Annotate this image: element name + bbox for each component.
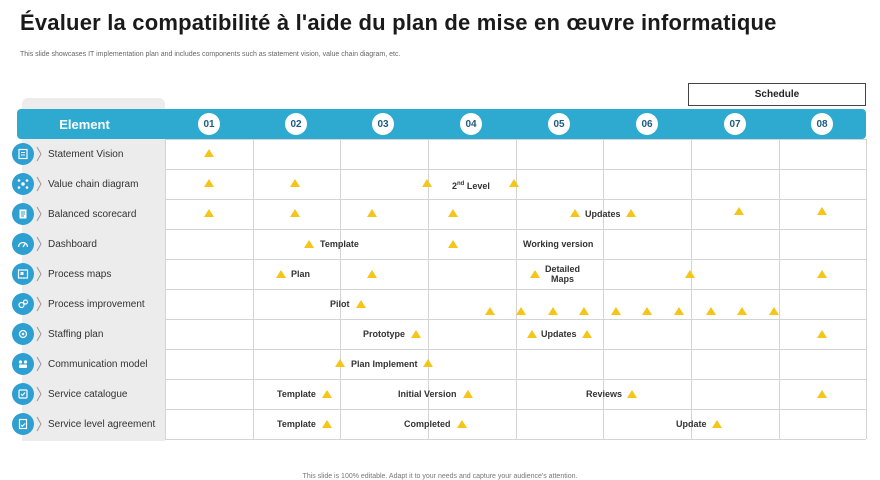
row-label: Process improvement — [48, 298, 145, 310]
milestone-marker — [423, 359, 433, 367]
milestone-marker — [817, 390, 827, 398]
milestone-marker — [737, 307, 747, 315]
milestone-marker — [304, 240, 314, 248]
value-chain-level-label: 2nd Level — [452, 181, 490, 191]
catalogue-initial-label: Initial Version — [398, 389, 457, 399]
milestone-marker — [674, 307, 684, 315]
milestone-marker — [204, 149, 214, 157]
dashboard-working-label: Working version — [523, 239, 594, 249]
milestone-marker — [367, 209, 377, 217]
staffing-icon — [12, 323, 34, 345]
milestone-marker — [322, 390, 332, 398]
catalogue-icon — [12, 383, 34, 405]
milestone-marker — [509, 179, 519, 187]
row-label: Statement Vision — [48, 148, 124, 160]
milestone-marker — [204, 179, 214, 187]
milestone-marker — [527, 330, 537, 338]
sla-completed-label: Completed — [404, 419, 451, 429]
communication-icon — [12, 353, 34, 375]
sla-template-label: Template — [277, 419, 316, 429]
staffing-prototype-label: Prototype — [363, 329, 406, 339]
milestone-marker — [734, 207, 744, 215]
row-label: Service level agreement — [48, 418, 156, 430]
process-maps-detailed-label: Detailed Maps — [545, 264, 581, 284]
row-label: Service catalogue — [48, 388, 128, 400]
milestone-marker — [485, 307, 495, 315]
milestone-marker — [817, 207, 827, 215]
improvement-icon — [12, 293, 34, 315]
milestone-marker — [582, 330, 592, 338]
page-subtitle: This slide showcases IT implementation p… — [20, 51, 401, 58]
element-header: Element — [59, 116, 110, 132]
milestone-marker — [463, 390, 473, 398]
vision-icon — [12, 143, 34, 165]
milestone-marker — [712, 420, 722, 428]
agreement-icon — [12, 413, 34, 435]
map-icon — [12, 263, 34, 285]
milestone-marker — [642, 307, 652, 315]
milestone-marker — [411, 330, 421, 338]
milestone-marker — [817, 270, 827, 278]
row-label: Staffing plan — [48, 328, 104, 340]
milestone-marker — [516, 307, 526, 315]
column-badge-05: 05 — [548, 113, 570, 135]
process-maps-plan-label: Plan — [291, 269, 311, 279]
row-label: Balanced scorecard — [48, 208, 137, 220]
milestone-marker — [367, 270, 377, 278]
milestone-marker — [356, 300, 366, 308]
staffing-updates-label: Updates — [541, 329, 577, 339]
milestone-marker — [548, 307, 558, 315]
milestone-marker — [685, 270, 695, 278]
milestone-marker — [579, 307, 589, 315]
column-badge-01: 01 — [198, 113, 220, 135]
column-badge-04: 04 — [460, 113, 482, 135]
milestone-marker — [530, 270, 540, 278]
footer-note: This slide is 100% editable. Adapt it to… — [302, 473, 578, 480]
milestone-marker — [769, 307, 779, 315]
dashboard-icon — [12, 233, 34, 255]
milestone-marker — [290, 209, 300, 217]
schedule-label: Schedule — [688, 83, 866, 106]
milestone-marker — [422, 179, 432, 187]
communication-plan-label: Plan Implement — [351, 359, 418, 369]
column-badge-06: 06 — [636, 113, 658, 135]
milestone-marker — [626, 209, 636, 217]
column-badge-02: 02 — [285, 113, 307, 135]
catalogue-template-label: Template — [277, 389, 316, 399]
page-title: Évaluer la compatibilité à l'aide du pla… — [20, 10, 777, 35]
milestone-marker — [457, 420, 467, 428]
milestone-marker — [627, 390, 637, 398]
column-badge-07: 07 — [724, 113, 746, 135]
row-label: Dashboard — [48, 238, 97, 250]
milestone-marker — [448, 209, 458, 217]
process-improvement-pilot-label: Pilot — [330, 299, 350, 309]
row-label: Process maps — [48, 268, 112, 280]
milestone-marker — [322, 420, 332, 428]
scorecard-updates-label: Updates — [585, 209, 621, 219]
milestone-marker — [611, 307, 621, 315]
milestone-marker — [706, 307, 716, 315]
milestone-marker — [204, 209, 214, 217]
sla-update-label: Update — [676, 419, 707, 429]
milestone-marker — [448, 240, 458, 248]
chain-icon — [12, 173, 34, 195]
column-badge-08: 08 — [811, 113, 833, 135]
milestone-marker — [290, 179, 300, 187]
row-label: Value chain diagram — [48, 178, 139, 190]
dashboard-template-label: Template — [320, 239, 359, 249]
element-panel — [22, 98, 165, 441]
row-label: Communication model — [48, 358, 148, 370]
milestone-marker — [570, 209, 580, 217]
milestone-marker — [276, 270, 286, 278]
milestone-marker — [335, 359, 345, 367]
milestone-marker — [817, 330, 827, 338]
scorecard-icon — [12, 203, 34, 225]
catalogue-reviews-label: Reviews — [586, 389, 623, 399]
column-badge-03: 03 — [372, 113, 394, 135]
